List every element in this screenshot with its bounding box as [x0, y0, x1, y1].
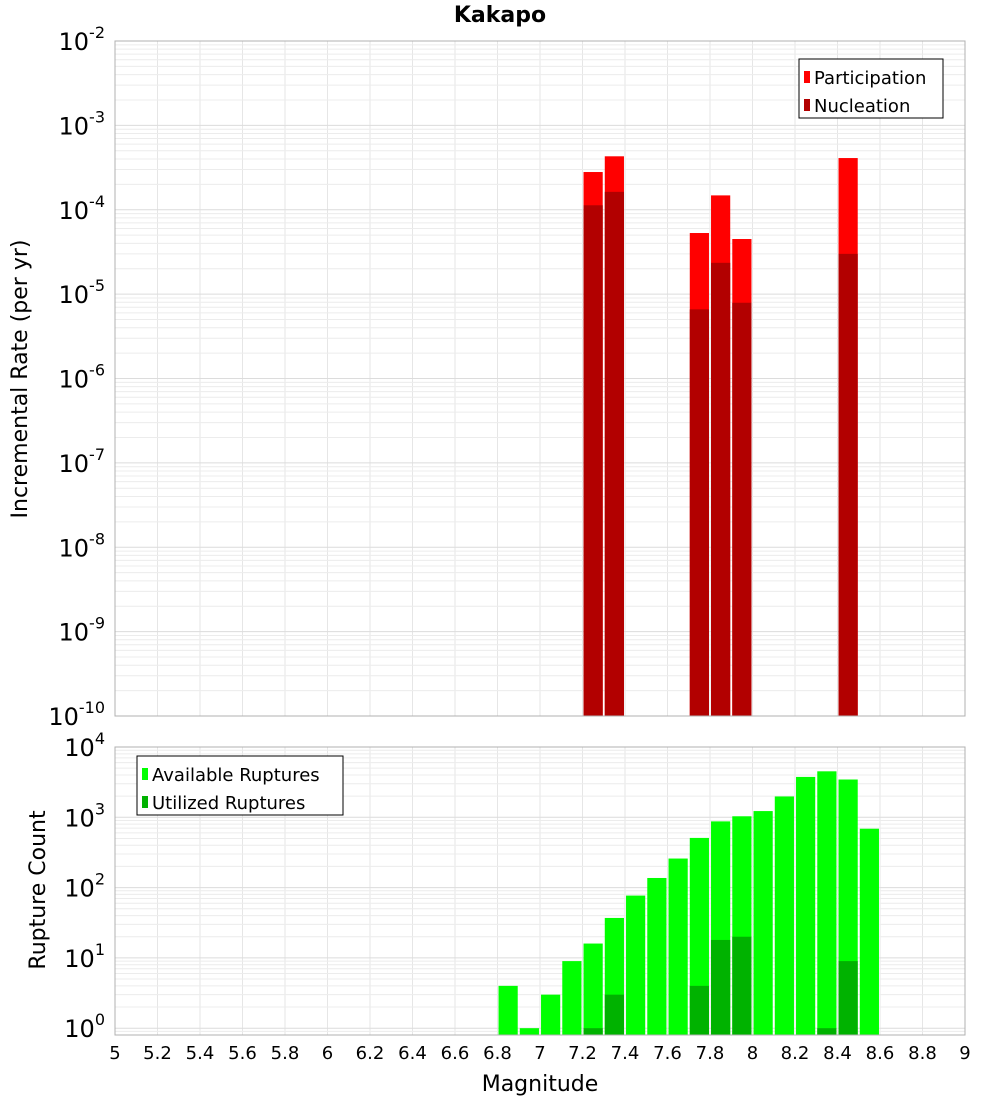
bottom-y-tick-label: 100	[64, 1010, 105, 1043]
x-tick-label: 6.4	[398, 1043, 427, 1064]
x-tick-label: 9	[959, 1043, 970, 1064]
utilized-ruptures-bar	[817, 1028, 837, 1035]
available-ruptures-bar	[689, 837, 709, 1035]
available-ruptures-bar	[562, 961, 582, 1035]
utilized-ruptures-legend-label: Utilized Ruptures	[152, 793, 305, 814]
available-ruptures-bar	[774, 796, 794, 1035]
top-y-tick-label: 10-5	[59, 276, 106, 309]
x-tick-label: 7.2	[568, 1043, 597, 1064]
top-y-axis-title: Incremental Rate (per yr)	[8, 240, 33, 519]
x-tick-label: 7.8	[696, 1043, 725, 1064]
x-tick-label: 5.6	[228, 1043, 257, 1064]
nucleation-bar	[604, 191, 624, 716]
nucleation-bar	[711, 262, 731, 716]
nucleation-legend-swatch	[804, 99, 810, 111]
bottom-y-axis-title: Rupture Count	[26, 810, 51, 970]
participation-legend-swatch	[804, 71, 810, 83]
x-tick-label: 8.2	[781, 1043, 810, 1064]
x-tick-label: 8	[747, 1043, 758, 1064]
utilized-ruptures-bar	[711, 939, 731, 1035]
top-y-tick-label: 10-8	[59, 529, 106, 562]
available-ruptures-bar	[519, 1028, 539, 1035]
available-ruptures-bar	[859, 828, 879, 1035]
available-ruptures-bar	[817, 771, 837, 1035]
nucleation-legend-label: Nucleation	[814, 96, 910, 117]
utilized-ruptures-bar	[689, 985, 709, 1035]
available-ruptures-bar	[753, 811, 773, 1035]
x-tick-label: 7.6	[653, 1043, 682, 1064]
participation-rate-plot: 10-2 10-3 10-4 10-5 10-6 10-7 10-8 10-9 10-10 Par…	[48, 23, 966, 731]
x-tick-label: 6	[322, 1043, 333, 1064]
available-ruptures-bar	[796, 776, 816, 1035]
x-tick-label: 6.2	[356, 1043, 385, 1064]
x-tick-label: 5.8	[271, 1043, 300, 1064]
x-tick-label: 5.4	[186, 1043, 215, 1064]
available-ruptures-bar	[498, 985, 518, 1035]
participation-legend-label: Participation	[814, 68, 926, 89]
utilized-ruptures-bar	[604, 994, 624, 1035]
top-y-tick-label: 10-4	[59, 192, 106, 225]
bottom-y-tick-label: 104	[64, 729, 105, 762]
available-ruptures-bar	[647, 877, 667, 1035]
x-tick-label: 7	[534, 1043, 545, 1064]
top-y-tick-label: 10-3	[59, 107, 106, 140]
chart-title: Kakapo	[454, 3, 546, 28]
available-ruptures-bar	[541, 994, 561, 1035]
bottom-y-tick-label: 103	[64, 799, 105, 832]
nucleation-bar	[583, 205, 603, 717]
utilized-ruptures-legend-swatch	[142, 796, 148, 808]
bottom-y-tick-label: 102	[64, 870, 105, 903]
top-y-tick-label: 10-9	[59, 614, 106, 647]
bottom-y-tick-label: 101	[64, 940, 105, 973]
available-ruptures-legend-swatch	[142, 768, 148, 780]
x-tick-label: 8.6	[866, 1043, 895, 1064]
top-y-tick-label: 10-2	[59, 23, 106, 56]
x-tick-label: 5	[109, 1043, 120, 1064]
utilized-ruptures-bar	[583, 1028, 603, 1035]
utilized-ruptures-bar	[732, 936, 752, 1035]
rupture-count-plot: 104 103 102 101 100 Available Ruptures Utilize…	[64, 729, 970, 1064]
x-tick-label: 6.6	[441, 1043, 470, 1064]
x-axis-title: Magnitude	[482, 1072, 599, 1097]
nucleation-bar	[732, 302, 752, 716]
nucleation-bar	[689, 309, 709, 716]
available-ruptures-bar	[583, 943, 603, 1035]
available-ruptures-legend-label: Available Ruptures	[152, 765, 320, 786]
x-tick-label: 5.2	[143, 1043, 172, 1064]
top-y-tick-label: 10-7	[59, 445, 106, 478]
x-tick-label: 7.4	[611, 1043, 640, 1064]
top-y-tick-label: 10-10	[48, 698, 105, 731]
x-tick-label: 8.4	[823, 1043, 852, 1064]
top-plot-frame	[114, 40, 966, 717]
utilized-ruptures-bar	[838, 961, 858, 1035]
bottom-legend-box	[136, 755, 344, 816]
x-tick-label: 8.8	[908, 1043, 937, 1064]
bottom-plot-frame	[114, 746, 966, 1036]
top-legend-box	[798, 58, 944, 119]
x-tick-label: 6.8	[483, 1043, 512, 1064]
available-ruptures-bar	[668, 858, 688, 1035]
nucleation-bar	[838, 253, 858, 716]
available-ruptures-bar	[626, 895, 646, 1035]
top-y-tick-label: 10-6	[59, 361, 106, 394]
